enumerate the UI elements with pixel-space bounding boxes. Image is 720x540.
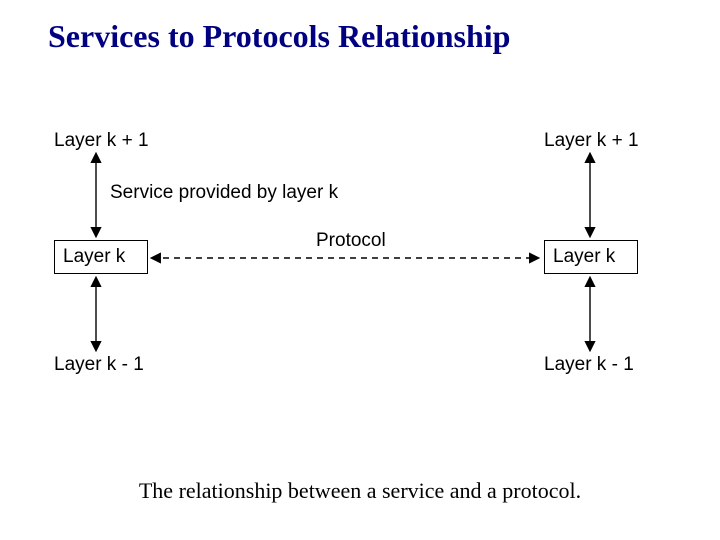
- page-title: Services to Protocols Relationship: [48, 18, 510, 55]
- caption: The relationship between a service and a…: [0, 478, 720, 504]
- diagram-arrows: [34, 130, 686, 390]
- diagram-area: Layer k + 1 Layer k + 1 Layer k Layer k …: [34, 130, 686, 390]
